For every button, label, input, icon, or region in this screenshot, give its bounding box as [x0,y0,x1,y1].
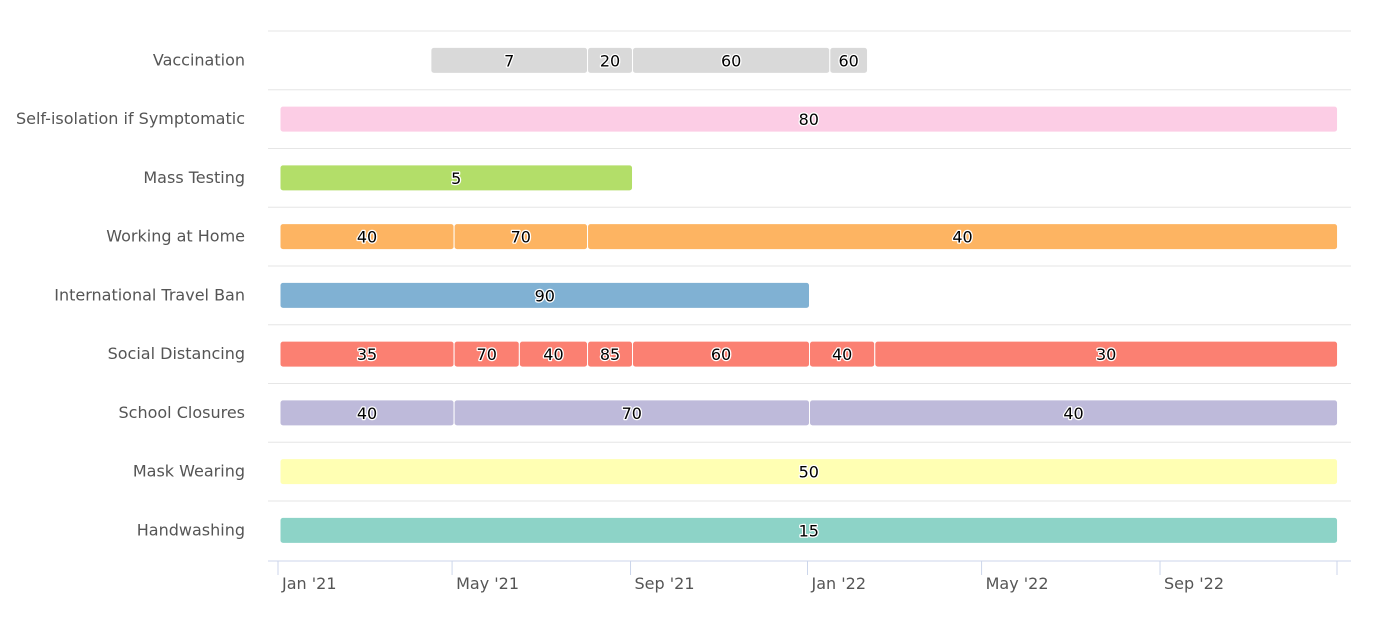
category-label: Working at Home [106,227,245,246]
x-tick-label: Jan '22 [811,574,867,593]
data-label: 7 [504,51,514,70]
data-label: 40 [952,228,972,247]
data-label: 20 [600,51,620,70]
category-label: Social Distancing [108,344,245,363]
gantt-bar[interactable] [279,281,810,309]
data-label: 40 [832,345,852,364]
data-label: 60 [838,51,858,70]
data-label: 85 [600,345,620,364]
data-label: 90 [535,286,555,305]
category-label: School Closures [119,403,246,422]
gantt-bar[interactable] [279,105,1339,133]
x-tick-label: Jan '21 [281,574,337,593]
data-label: 40 [543,345,563,364]
data-label: 50 [799,463,819,482]
gantt-bar[interactable] [279,516,1339,544]
gantt-bar[interactable] [279,458,1339,486]
data-label: 5 [451,169,461,188]
category-label: Handwashing [137,520,245,539]
data-label: 60 [721,51,741,70]
category-label: International Travel Ban [54,285,245,304]
data-label: 35 [357,345,377,364]
gantt-bar[interactable] [809,399,1339,427]
gantt-bar[interactable] [874,340,1339,368]
category-label: Mass Testing [143,168,245,187]
data-label: 15 [799,521,819,540]
data-label: 40 [357,404,377,423]
grid-layer [268,30,1351,502]
data-label: 30 [1096,345,1116,364]
category-label: Vaccination [153,50,245,69]
data-label: 80 [799,110,819,129]
category-labels: Vaccination Self-isolation if Symptomatic… [16,50,245,539]
category-label: Mask Wearing [133,462,245,481]
x-tick-label: May '21 [456,574,519,593]
category-label: Self-isolation if Symptomatic [16,109,245,128]
data-label: 60 [711,345,731,364]
gantt-bar[interactable] [279,164,634,192]
x-tick-label: Sep '22 [1164,574,1224,593]
data-label: 40 [1063,404,1083,423]
data-label: 40 [357,228,377,247]
bars-layer: 7 20 60 60 80 5 40 70 40 90 35 70 40 85 60 40 30 40 70 40 50… [279,46,1339,544]
gantt-bar[interactable] [829,46,869,74]
x-tick-label: Sep '21 [635,574,695,593]
gantt-bar[interactable] [587,223,1339,251]
data-label: 70 [477,345,497,364]
data-label: 70 [511,228,531,247]
x-axis: Jan '21 May '21 Sep '21 Jan '22 May '22 Sep '… [268,560,1351,593]
data-label: 70 [622,404,642,423]
x-tick-label: May '22 [986,574,1049,593]
